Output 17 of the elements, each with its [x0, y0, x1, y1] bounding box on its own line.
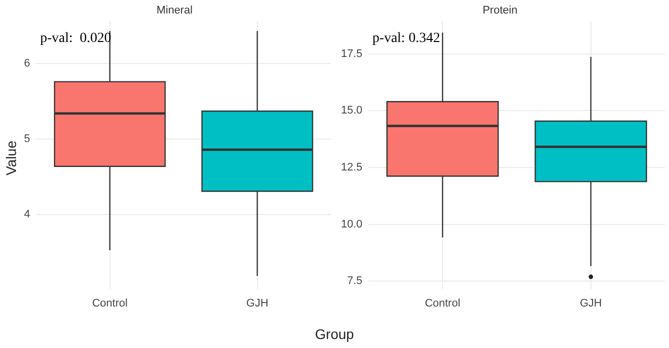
x-tick-label: Control [92, 297, 128, 310]
chart-title: Mineral [156, 4, 193, 17]
y-tick-label: 15.0 [340, 104, 362, 117]
x-tick-label: Control [424, 297, 460, 310]
y-tick-label: 17.5 [340, 48, 362, 60]
y-tick-label: 5 [24, 133, 30, 146]
y-axis-title: Value [3, 140, 19, 178]
chart-title: Protein [482, 4, 518, 17]
y-tick-label: 4 [24, 208, 30, 221]
x-tick-label: GJH [580, 297, 602, 310]
x-axis-title: Group [314, 326, 355, 342]
x-tick-label: GJH [246, 297, 268, 310]
annotation: p-val: 0.342 [372, 30, 440, 46]
y-tick-label: 6 [24, 58, 30, 70]
y-tick-label: 10.0 [340, 218, 362, 230]
y-tick-label: 12.5 [340, 162, 362, 174]
y-tick-label: 7.5 [347, 275, 362, 288]
